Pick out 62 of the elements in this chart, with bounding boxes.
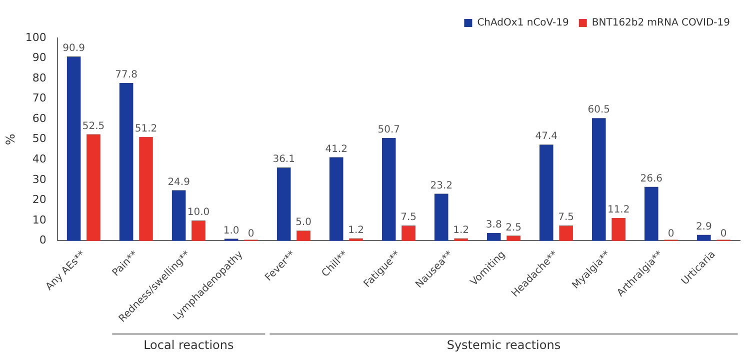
data-label: 90.9 [62, 43, 85, 54]
data-label: 41.2 [325, 144, 348, 155]
data-label: 23.2 [430, 180, 452, 192]
data-label: 0 [668, 228, 674, 240]
bar [172, 190, 186, 241]
y-tick-label: 60 [32, 112, 46, 125]
data-label: 10.0 [187, 207, 210, 218]
data-label: 7.5 [558, 212, 574, 224]
data-label: 52.5 [82, 120, 105, 132]
y-tick-label: 0 [39, 234, 46, 247]
bar [612, 218, 626, 241]
bar [434, 194, 448, 241]
bar [119, 83, 134, 241]
data-label: 1.2 [348, 224, 364, 236]
legend-label: BNT162b2 mRNA COVID-19 [592, 18, 730, 29]
y-axis-title: % [3, 134, 18, 146]
y-tick-label: 20 [32, 193, 46, 206]
y-tick-label: 50 [32, 132, 46, 146]
bar [139, 136, 153, 241]
y-tick-label: 10 [32, 213, 46, 226]
data-label: 2.9 [696, 221, 712, 232]
bar [644, 186, 658, 241]
data-label: 0 [720, 228, 727, 240]
y-tick-label: 30 [32, 172, 46, 186]
data-label: 77.8 [115, 70, 138, 81]
y-tick-label: 80 [32, 71, 46, 84]
bar [276, 168, 291, 241]
data-label: 1.2 [453, 224, 470, 236]
text: Systemic reactions [446, 338, 561, 352]
bar [329, 157, 344, 241]
bar [506, 236, 520, 241]
data-label: 3.8 [486, 220, 502, 231]
data-label: 5.0 [296, 217, 312, 228]
data-label: 2.5 [506, 222, 522, 234]
data-label: 0 [248, 228, 254, 240]
bar [86, 134, 100, 241]
bar [539, 144, 554, 241]
bar [66, 56, 81, 241]
bar [296, 230, 310, 241]
y-tick-label: 40 [32, 152, 46, 166]
bar [192, 220, 206, 241]
bar [382, 138, 396, 241]
data-label: 60.5 [588, 104, 610, 116]
data-label: 51.2 [134, 124, 158, 135]
bar [592, 118, 606, 241]
data-label: 1.0 [223, 225, 240, 236]
y-tick-label: 70 [32, 92, 46, 105]
data-label: 24.9 [168, 176, 190, 188]
data-label: 7.5 [400, 212, 416, 224]
y-tick-label: 90 [32, 51, 46, 64]
bar [697, 234, 711, 241]
text: Local reactions [144, 338, 234, 352]
y-tick-label: 100 [25, 30, 46, 44]
data-label: 26.6 [640, 173, 663, 184]
data-label: 47.4 [535, 131, 558, 142]
data-label: 11.2 [607, 204, 630, 216]
bar [402, 226, 416, 241]
legend-label: ChAdOx1 nCoV-19 [477, 18, 569, 29]
bar [486, 233, 501, 241]
data-label: 50.7 [378, 124, 400, 136]
data-label: 36.1 [272, 154, 295, 166]
bar [559, 226, 573, 241]
